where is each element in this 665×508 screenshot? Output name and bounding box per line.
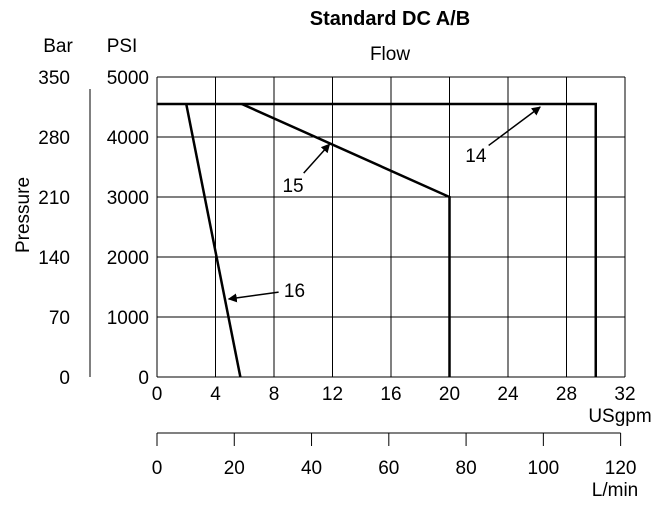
annotation-arrow — [227, 291, 279, 303]
x-tick-label-usgpm: 32 — [614, 384, 635, 405]
y-tick-label-bar: 140 — [38, 248, 70, 269]
x-tick-label-lmin: 60 — [378, 458, 399, 479]
x-tick-label-usgpm: 12 — [322, 384, 343, 405]
y-tick-label-psi: 0 — [138, 368, 149, 389]
x-tick-label-lmin: 80 — [456, 458, 477, 479]
x-unit-lmin-label: L/min — [592, 480, 638, 501]
y-tick-label-psi: 3000 — [107, 188, 149, 209]
y-tick-label-psi: 1000 — [107, 308, 149, 329]
annotation-label: 15 — [282, 176, 303, 197]
y-tick-label-bar: 70 — [49, 308, 70, 329]
y-tick-label-bar: 350 — [38, 68, 70, 89]
x-tick-label-usgpm: 28 — [556, 384, 577, 405]
annotation-label: 14 — [465, 146, 487, 167]
x-tick-label-usgpm: 4 — [210, 384, 221, 405]
x-tick-label-usgpm: 0 — [152, 384, 163, 405]
series-line-14 — [157, 102, 597, 377]
x-tick-label-lmin: 100 — [528, 458, 560, 479]
y-tick-label-psi: 4000 — [107, 128, 149, 149]
x-tick-label-usgpm: 8 — [269, 384, 280, 405]
x-tick-label-usgpm: 16 — [380, 384, 401, 405]
y-axis-label: Pressure — [13, 177, 34, 253]
y-tick-label-psi: 5000 — [107, 68, 149, 89]
y-tick-label-bar: 210 — [38, 188, 70, 209]
chart-title: Standard DC A/B — [310, 8, 470, 30]
x-tick-label-usgpm: 24 — [497, 384, 519, 405]
x-tick-label-lmin: 40 — [301, 458, 322, 479]
bar-unit-label: Bar — [43, 36, 73, 57]
chart-subtitle: Flow — [370, 44, 410, 65]
x-tick-label-lmin: 120 — [605, 458, 637, 479]
y-tick-label-psi: 2000 — [107, 248, 149, 269]
series-line-15 — [241, 102, 451, 377]
psi-unit-label: PSI — [107, 36, 138, 57]
series-line-16 — [185, 103, 242, 378]
x-tick-label-lmin: 20 — [224, 458, 245, 479]
annotation-label: 16 — [284, 281, 305, 302]
y-tick-label-bar: 280 — [38, 128, 70, 149]
x-tick-label-usgpm: 20 — [439, 384, 460, 405]
annotation-arrow — [488, 106, 541, 147]
y-tick-label-bar: 0 — [59, 368, 70, 389]
annotation-arrow — [303, 143, 331, 174]
x-unit-usgpm-label: USgpm — [588, 406, 651, 427]
x-tick-label-lmin: 0 — [152, 458, 163, 479]
